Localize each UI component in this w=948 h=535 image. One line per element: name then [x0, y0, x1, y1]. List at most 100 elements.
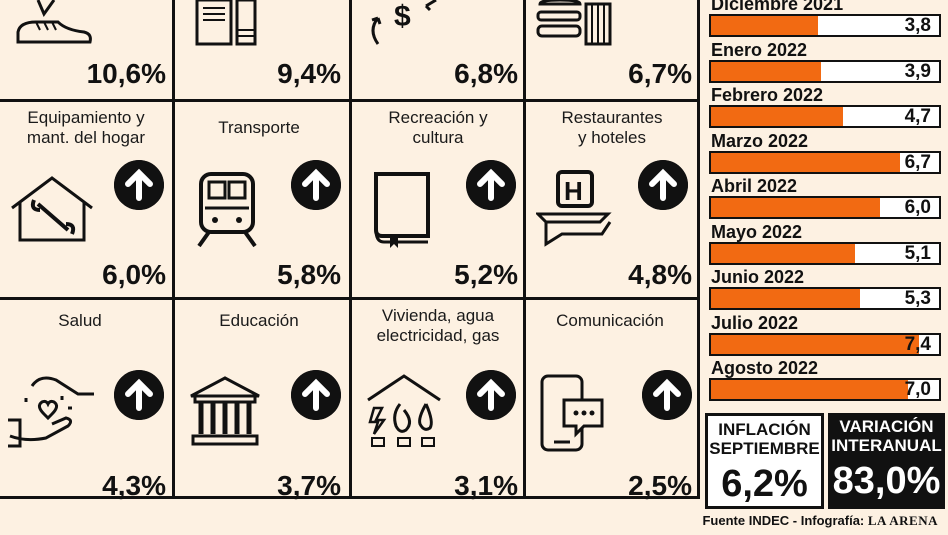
month-value-label: 3,9: [904, 60, 931, 82]
footer-source: Fuente INDEC - Infografía:: [702, 513, 865, 528]
svg-text:H: H: [564, 176, 583, 206]
house-wrench-icon: [11, 176, 93, 242]
month-value-label: 7,4: [904, 333, 931, 355]
month-label: Mayo 2022: [711, 221, 803, 242]
grid-divider: [0, 297, 700, 300]
category-value: 10,6%: [86, 58, 166, 89]
category-value: 5,2%: [454, 259, 518, 290]
hotel-icon: H: [536, 170, 612, 247]
variation-summary-box: VARIACIÓN INTERANUAL 83,0%: [828, 413, 945, 509]
arrow-up-icon: [466, 370, 516, 420]
category-value: 4,8%: [628, 259, 692, 290]
month-bar: 7,0: [709, 378, 941, 401]
month-bar: 3,9: [709, 59, 941, 83]
category-card-transporte: Transporte 5,8%: [175, 102, 347, 297]
month-bar-fill: [711, 152, 900, 172]
footer-credit: Fuente INDEC - Infografía: La Arena: [702, 513, 938, 529]
category-title: Comunicación: [556, 311, 664, 330]
month-value-label: 5,1: [904, 242, 931, 264]
category-card-bebidas: 9,4%: [175, 0, 347, 99]
month-label: Enero 2022: [711, 39, 808, 60]
bottles-icon: [195, 0, 257, 46]
category-value: 6,7%: [628, 58, 692, 89]
category-card-restaurantes: Restaurantes y hoteles H 4,8%: [526, 102, 698, 297]
category-value: 4,3%: [102, 470, 166, 501]
month-bar-fill: [711, 198, 880, 217]
month-bar: 3,8: [709, 14, 941, 37]
arrow-up-icon: [466, 160, 516, 210]
grid-divider: [697, 0, 700, 498]
month-value-label: 3,8: [904, 15, 931, 36]
month-label: Febrero 2022: [711, 85, 824, 105]
utilities-icon: [367, 374, 441, 447]
shoe-icon: [16, 0, 92, 44]
category-title: Recreación y cultura: [388, 108, 488, 147]
monthly-inflation-chart: Diciembre 2021 3,8 Enero 2022 3,9 Febrero 20…: [707, 0, 948, 412]
category-value: 6,0%: [102, 259, 166, 290]
category-card-bienes: $ 6,8%: [352, 0, 524, 99]
month-bar: 4,7: [709, 105, 941, 128]
month-bar-fill: [711, 61, 821, 81]
category-card-comunicacion: Comunicación 2,5%: [526, 300, 698, 501]
month-label: Agosto 2022: [711, 358, 819, 378]
month-bar-fill: [711, 243, 855, 263]
category-value: 3,7%: [277, 470, 341, 501]
inflation-value: 6,2%: [721, 463, 808, 505]
category-card-educacion: Educación 3,7%: [175, 300, 347, 501]
category-value: 9,4%: [277, 58, 341, 89]
month-value-label: 4,7: [904, 106, 931, 127]
month-label: Diciembre 2021: [711, 0, 844, 14]
month-value-label: 6,0: [904, 197, 931, 218]
arrow-up-icon: [291, 160, 341, 210]
train-icon: [197, 172, 257, 248]
month-label: Abril 2022: [711, 176, 798, 196]
month-label: Julio 2022: [711, 312, 799, 333]
category-grid: 10,6% 9,4% $ 6,8% 6,7% Equipamiento y ma: [0, 0, 700, 501]
category-title: Transporte: [218, 118, 300, 137]
month-bar: 5,3: [709, 287, 941, 310]
category-value: 2,5%: [628, 470, 692, 501]
variation-value: 83,0%: [832, 460, 941, 502]
category-title: Vivienda, agua electricidad, gas: [376, 306, 500, 345]
phone-chat-icon: [540, 374, 604, 452]
svg-text:$: $: [394, 0, 411, 33]
month-value-label: 6,7: [904, 151, 931, 173]
month-value-label: 5,3: [904, 288, 931, 309]
grid-divider: [349, 0, 352, 498]
month-bar: 6,7: [709, 150, 941, 174]
category-title: Educación: [219, 311, 299, 330]
category-value: 3,1%: [454, 470, 518, 501]
grid-divider: [0, 496, 700, 499]
arrow-up-icon: [642, 370, 692, 420]
inflation-label: INFLACIÓN SEPTIEMBRE: [709, 420, 820, 458]
month-bar-fill: [711, 380, 909, 399]
grid-divider: [172, 0, 175, 498]
month-label: Marzo 2022: [711, 130, 809, 151]
month-bar-fill: [711, 16, 818, 35]
month-value-label: 7,0: [904, 379, 931, 400]
arrow-up-icon: [638, 160, 688, 210]
category-value: 5,8%: [277, 259, 341, 290]
book-icon: [374, 172, 430, 248]
institution-icon: [190, 376, 260, 446]
arrow-up-icon: [114, 160, 164, 210]
month-bar-fill: [711, 107, 844, 126]
category-card-alimentos: 6,7%: [526, 0, 698, 99]
category-card-equipamiento: Equipamiento y mant. del hogar 6,0%: [0, 102, 172, 297]
grid-divider: [523, 0, 526, 498]
inflation-summary-box: INFLACIÓN SEPTIEMBRE 6,2%: [705, 413, 824, 509]
month-bar-fill: [711, 289, 861, 308]
category-value: 6,8%: [454, 58, 518, 89]
footer-brand: La Arena: [867, 513, 938, 528]
category-card-salud: Salud 4,3%: [0, 300, 172, 501]
arrow-up-icon: [114, 370, 164, 420]
month-bar-fill: [711, 334, 920, 354]
variation-label: VARIACIÓN INTERANUAL: [831, 417, 942, 455]
hands-heart-icon: [8, 376, 94, 448]
category-card-vivienda: Vivienda, agua electricidad, gas 3,1%: [352, 300, 524, 501]
category-title: Salud: [58, 311, 102, 330]
burger-icon: [536, 0, 612, 46]
category-card-recreacion: Recreación y cultura 5,2%: [352, 102, 524, 297]
month-label: Junio 2022: [711, 267, 805, 287]
grid-divider: [0, 99, 700, 102]
